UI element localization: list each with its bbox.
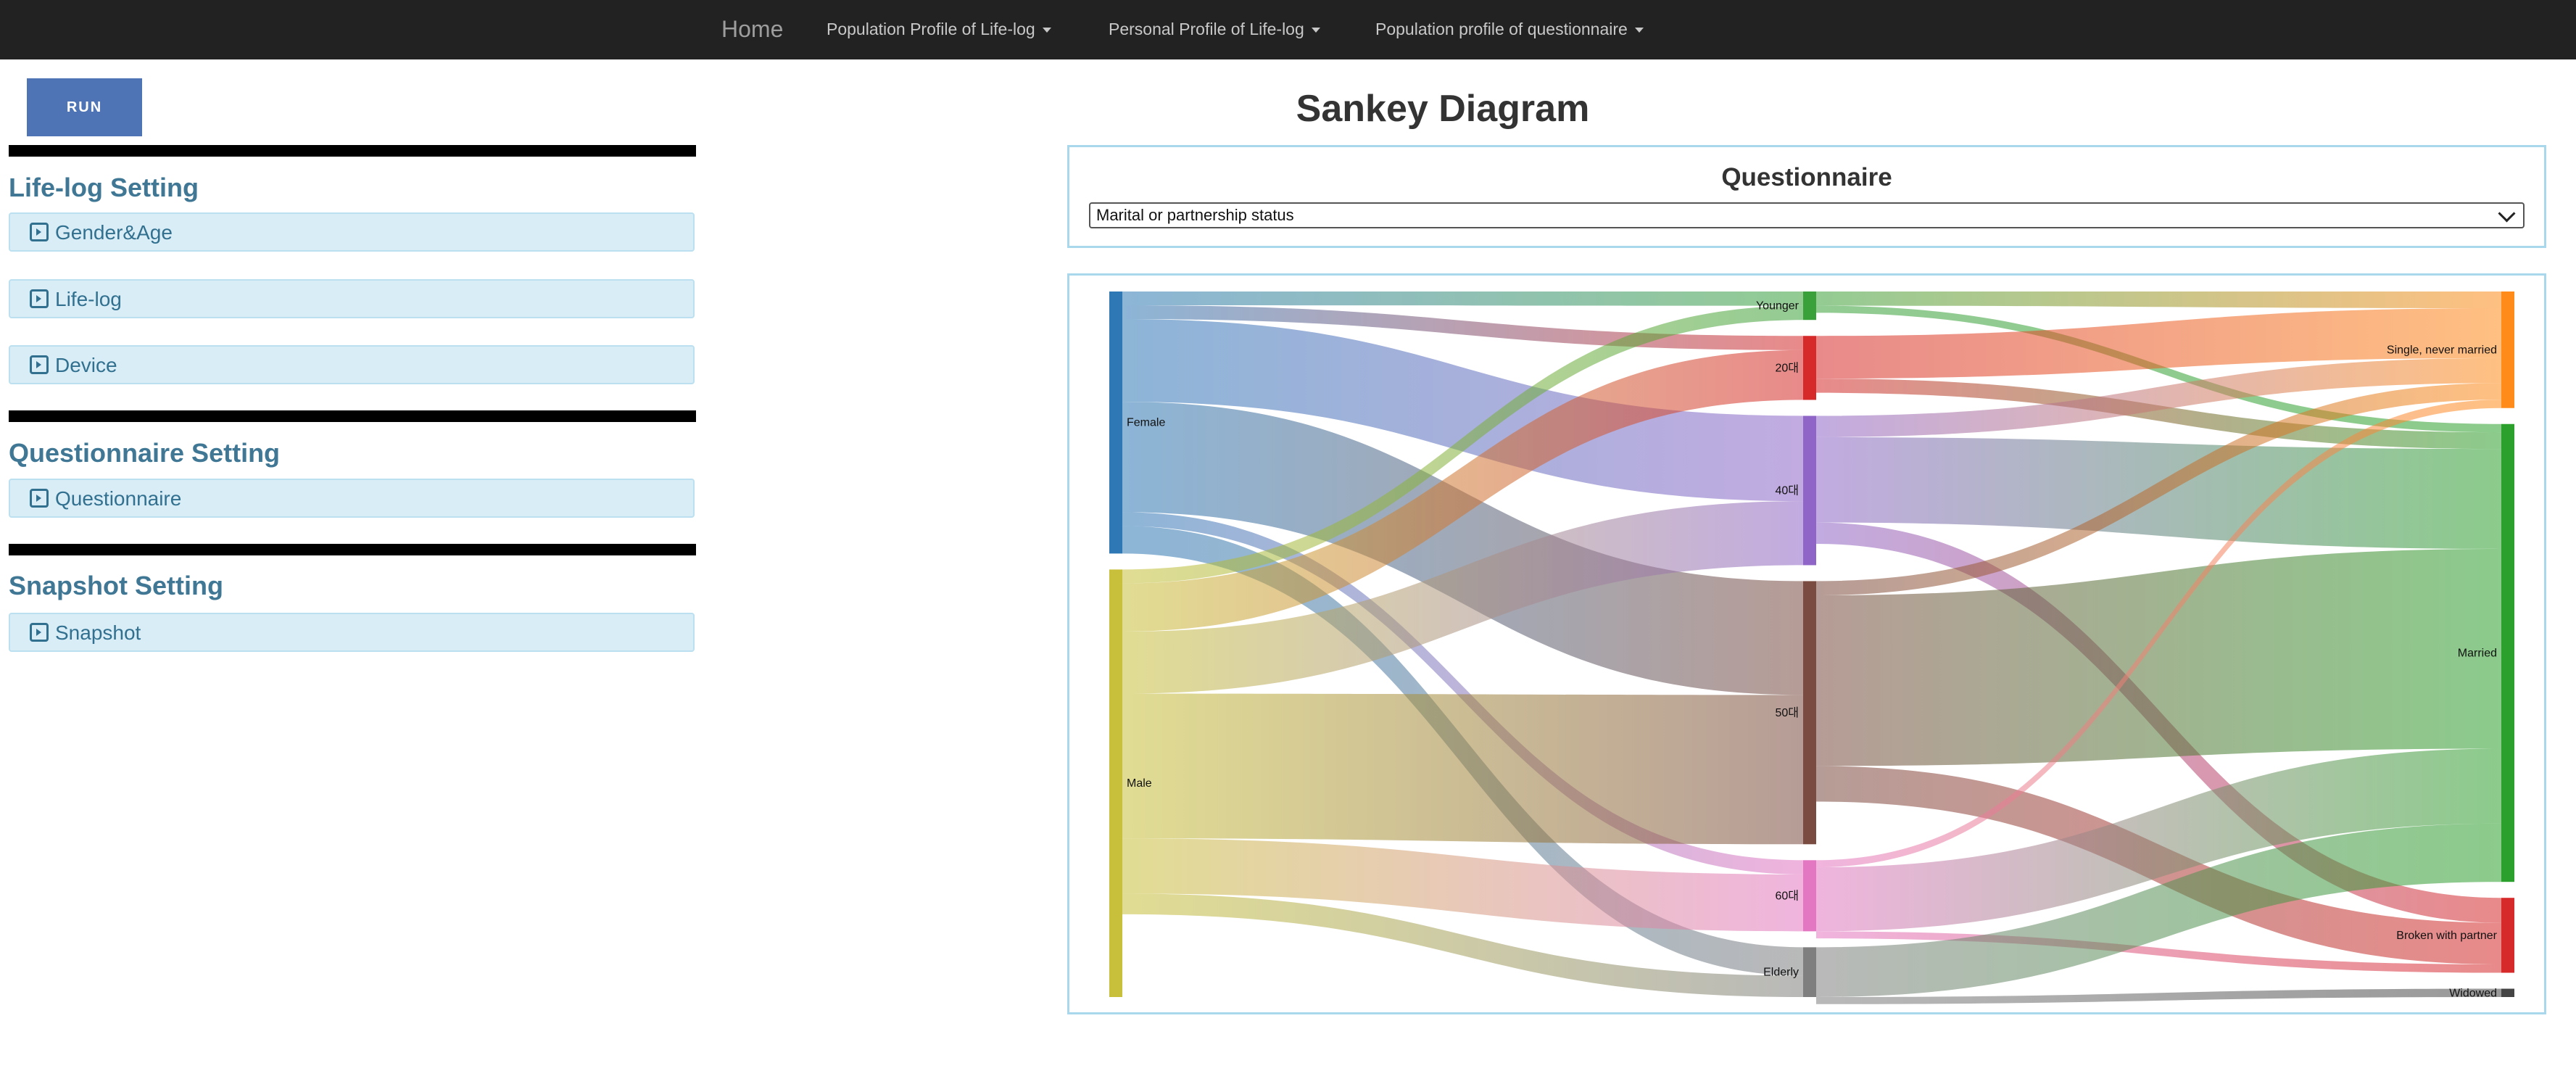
sankey-link[interactable] <box>1816 291 2501 308</box>
expand-icon <box>30 489 49 508</box>
sankey-node-label: Single, never married <box>2387 344 2497 356</box>
sankey-node-label: 40대 <box>1775 484 1799 497</box>
nav-menu-personal-lifelog[interactable]: Personal Profile of Life-log <box>1109 16 1320 42</box>
sankey-node-age60[interactable] <box>1803 860 1816 932</box>
expand-icon <box>30 223 49 241</box>
sankey-link[interactable] <box>1816 357 2501 437</box>
expand-icon <box>30 355 49 374</box>
nav-menu-label: Population profile of questionnaire <box>1375 20 1628 38</box>
sankey-node-label: 60대 <box>1775 889 1799 902</box>
sankey-node-age40[interactable] <box>1803 415 1816 566</box>
sankey-link[interactable] <box>1816 305 2501 433</box>
questionnaire-select[interactable]: Marital or partnership status <box>1089 202 2525 228</box>
expand-icon <box>30 289 49 308</box>
sankey-node-label: Widowed <box>2449 987 2497 999</box>
nav-home-link[interactable]: Home <box>721 16 784 42</box>
panel-item-label: Questionnaire <box>55 487 182 510</box>
chevron-down-icon <box>2498 204 2516 223</box>
sankey-node-label: Married <box>2458 647 2497 659</box>
sankey-link[interactable] <box>1122 838 1803 932</box>
sankey-node-label: Younger <box>1756 300 1800 313</box>
sankey-link[interactable] <box>1816 548 2501 766</box>
section-divider <box>9 544 696 555</box>
sankey-node-label: Male <box>1127 777 1152 790</box>
caret-down-icon <box>1311 28 1320 33</box>
sankey-diagram: Female Male Younger 20대 40대 50대 60대 Elderly Sing… <box>1109 291 2514 1004</box>
sankey-node-age20[interactable] <box>1803 336 1816 400</box>
nav-menu-label: Population Profile of Life-log <box>827 20 1035 38</box>
sankey-node-elderly[interactable] <box>1803 947 1816 997</box>
caret-down-icon <box>1634 28 1644 33</box>
sankey-node-age_early[interactable] <box>1803 291 1816 321</box>
questionnaire-title: Questionnaire <box>1721 163 1892 191</box>
top-navbar: Home Population Profile of Life-log Pers… <box>0 0 2576 59</box>
nav-menu-label: Personal Profile of Life-log <box>1109 20 1304 38</box>
sankey-node-broken[interactable] <box>2501 898 2514 973</box>
page-title: Sankey Diagram <box>1296 88 1590 130</box>
sankey-link[interactable] <box>1816 823 2501 997</box>
questionnaire-panel: Questionnaire Marital or partnership sta… <box>1067 145 2546 248</box>
expand-icon <box>30 623 49 642</box>
sankey-link[interactable] <box>1816 379 2501 450</box>
sankey-node-male[interactable] <box>1109 569 1122 997</box>
section-divider <box>9 145 696 157</box>
panel-item-label: Device <box>55 354 117 376</box>
sankey-node-label: 50대 <box>1775 706 1799 719</box>
section-divider <box>9 410 696 422</box>
sankey-link[interactable] <box>1816 307 2501 379</box>
panel-item-label: Life-log <box>55 288 122 310</box>
nav-menu-population-lifelog[interactable]: Population Profile of Life-log <box>827 16 1051 42</box>
sankey-link[interactable] <box>1122 305 1803 584</box>
run-button[interactable]: RUN <box>27 78 142 136</box>
sankey-node-widowed[interactable] <box>2501 988 2514 997</box>
sankey-link[interactable] <box>1122 350 1803 632</box>
section-title-snapshot: Snapshot Setting <box>9 571 223 600</box>
sankey-link[interactable] <box>1122 319 1803 502</box>
panel-item-label: Gender&Age <box>55 221 173 244</box>
sankey-link[interactable] <box>1122 512 1803 874</box>
panel-item-questionnaire[interactable]: Questionnaire <box>9 479 695 518</box>
sankey-link[interactable] <box>1816 383 2501 596</box>
sankey-node-single[interactable] <box>2501 291 2514 408</box>
panel-item-lifelog[interactable]: Life-log <box>9 279 695 318</box>
sankey-link[interactable] <box>1816 988 2501 1004</box>
panel-item-device[interactable]: Device <box>9 345 695 384</box>
sankey-node-female[interactable] <box>1109 291 1122 554</box>
sankey-link[interactable] <box>1122 693 1803 845</box>
sankey-link[interactable] <box>1122 893 1803 997</box>
panel-item-label: Snapshot <box>55 621 141 644</box>
caret-down-icon <box>1042 28 1051 33</box>
sankey-link[interactable] <box>1122 402 1803 695</box>
panel-item-snapshot[interactable]: Snapshot <box>9 613 695 652</box>
section-title-lifelog: Life-log Setting <box>9 173 199 202</box>
panel-item-gender-age[interactable]: Gender&Age <box>9 212 695 252</box>
sankey-panel: Female Male Younger 20대 40대 50대 60대 Elderly Sing… <box>1067 273 2546 1014</box>
sankey-node-label: 20대 <box>1775 361 1799 374</box>
sankey-node-label: Broken with partner <box>2396 930 2497 942</box>
nav-menu-population-questionnaire[interactable]: Population profile of questionnaire <box>1375 16 1644 42</box>
sankey-node-label: Elderly <box>1763 967 1799 979</box>
questionnaire-select-value: Marital or partnership status <box>1096 206 1294 224</box>
section-title-questionnaire: Questionnaire Setting <box>9 438 281 468</box>
sankey-link[interactable] <box>1816 748 2501 932</box>
sankey-node-label: Female <box>1127 417 1165 429</box>
sankey-link[interactable] <box>1122 501 1803 694</box>
sankey-node-age50[interactable] <box>1803 581 1816 845</box>
sankey-link[interactable] <box>1122 291 1803 306</box>
sankey-node-married[interactable] <box>2501 423 2514 882</box>
sankey-link[interactable] <box>1816 400 2501 868</box>
